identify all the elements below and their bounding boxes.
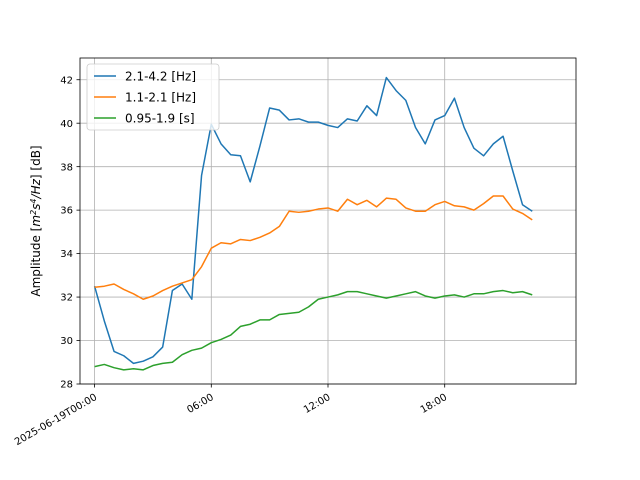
legend-box bbox=[86, 63, 220, 131]
series-line bbox=[94, 195, 533, 300]
legend-label: 0.95-1.9 [s] bbox=[125, 111, 195, 125]
legend-label: 1.1-2.1 [Hz] bbox=[125, 90, 196, 104]
x-tick-label: 18:00 bbox=[419, 392, 449, 416]
y-tick-label: 32 bbox=[60, 293, 73, 304]
series-lines bbox=[93, 76, 533, 371]
y-axis: 28 30 32 34 36 38 40 42 bbox=[60, 75, 80, 391]
x-axis: 2025-06-19T00:00 06:00 12:00 18:00 bbox=[13, 384, 449, 448]
legend-label: 2.1-4.2 [Hz] bbox=[125, 69, 196, 83]
y-tick-label: 30 bbox=[60, 336, 73, 347]
series-line bbox=[94, 289, 533, 371]
y-tick-label: 28 bbox=[60, 380, 73, 391]
y-tick-label: 34 bbox=[60, 249, 73, 260]
y-tick-label: 38 bbox=[60, 162, 73, 173]
x-tick-label: 12:00 bbox=[302, 392, 332, 416]
series-line bbox=[93, 76, 533, 365]
y-tick-label: 36 bbox=[60, 206, 73, 217]
y-axis-label: Amplitude [m2s4/Hz] [dB] bbox=[29, 145, 44, 296]
x-tick-label: 2025-06-19T00:00 bbox=[13, 392, 99, 448]
legend: 2.1-4.2 [Hz] 1.1-2.1 [Hz] 0.95-1.9 [s] bbox=[86, 63, 220, 131]
y-tick-label: 40 bbox=[60, 119, 73, 130]
y-tick-label: 42 bbox=[60, 75, 73, 86]
x-tick-label: 06:00 bbox=[185, 392, 215, 416]
